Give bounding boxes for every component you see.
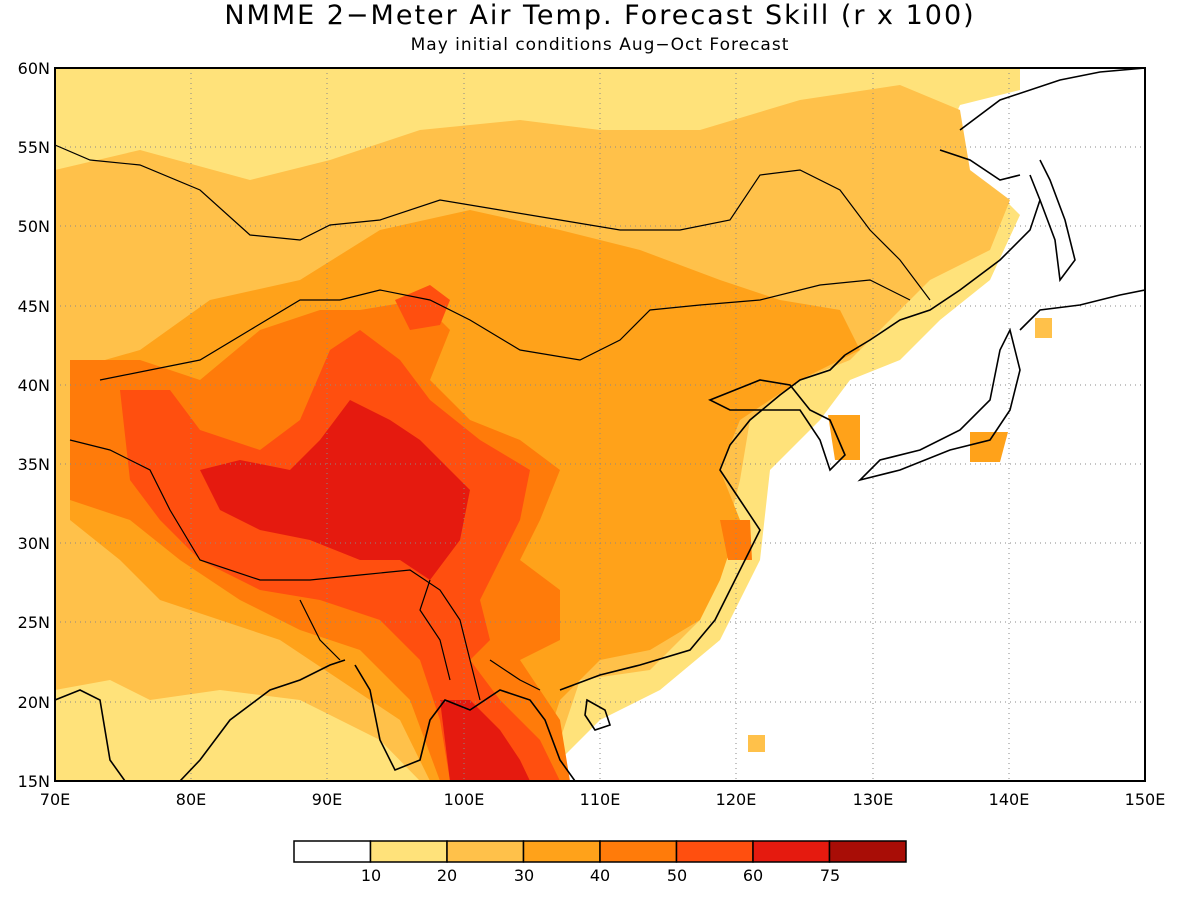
lat-tick-label: 40N	[17, 376, 50, 395]
skill-region-60-75-se-asia	[440, 700, 530, 781]
colorbar-label: 75	[819, 866, 841, 885]
map-title: NMME 2−Meter Air Temp. Forecast Skill (r…	[224, 0, 976, 31]
lat-tick-label: 20N	[17, 693, 50, 712]
lon-tick-label: 110E	[579, 790, 621, 809]
lon-tick-label: 140E	[988, 790, 1030, 809]
coastlines	[55, 68, 1145, 781]
lat-tick-label: 45N	[17, 297, 50, 316]
lon-tick-label: 120E	[715, 790, 757, 809]
skill-patch-taiwan	[748, 735, 765, 752]
lon-tick-label: 70E	[39, 790, 71, 809]
colorbar-label: 60	[742, 866, 764, 885]
skill-patch-north-japan	[1035, 318, 1052, 338]
lat-tick-label: 25N	[17, 613, 50, 632]
skill-patch-japan	[970, 432, 1008, 462]
lon-tick-label: 80E	[175, 790, 207, 809]
lat-tick-label: 60N	[17, 59, 50, 78]
skill-patch-east-china	[720, 520, 752, 560]
colorbar-label: 20	[436, 866, 458, 885]
lon-tick-label: 130E	[852, 790, 894, 809]
skill-region-50-60	[120, 330, 560, 781]
lon-tick-label: 150E	[1124, 790, 1166, 809]
colorbar-label: 50	[666, 866, 688, 885]
lat-tick-label: 30N	[17, 534, 50, 553]
lon-tick-label: 90E	[311, 790, 343, 809]
lon-tick-label: 100E	[443, 790, 485, 809]
country-borders	[55, 144, 931, 701]
colorbar-label: 30	[513, 866, 535, 885]
lat-tick-label: 50N	[17, 217, 50, 236]
skill-patch-korea	[828, 415, 860, 460]
lat-tick-label: 35N	[17, 455, 50, 474]
skill-region-60-75	[200, 400, 470, 580]
lat-tick-label: 15N	[17, 772, 50, 791]
colorbar-label: 40	[589, 866, 611, 885]
map-subtitle: May initial conditions Aug−Oct Forecast	[410, 35, 790, 55]
grid-lines	[55, 68, 1145, 781]
map-frame	[54, 67, 1146, 782]
lat-tick-label: 55N	[17, 138, 50, 157]
colorbar-label: 10	[360, 866, 382, 885]
